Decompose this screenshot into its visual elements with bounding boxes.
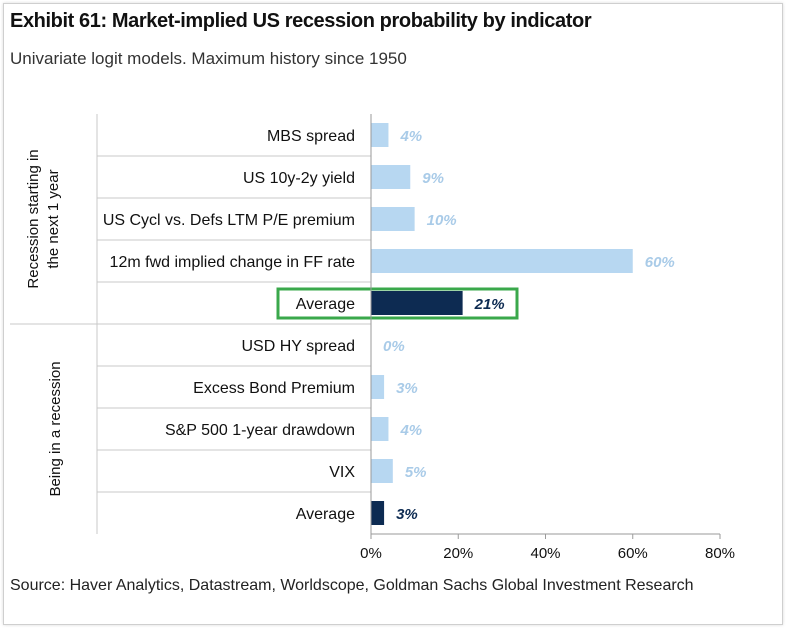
category-label: S&P 500 1-year drawdown xyxy=(165,422,355,439)
category-label: 12m fwd implied change in FF rate xyxy=(110,254,356,271)
chart-title: Exhibit 61: Market-implied US recession … xyxy=(10,10,592,32)
group-label: the next 1 year xyxy=(45,169,62,268)
group-label: Being in a recession xyxy=(47,361,64,496)
x-tick-label: 20% xyxy=(443,545,473,562)
x-tick-label: 60% xyxy=(618,545,648,562)
highlight-box xyxy=(276,287,519,320)
bar xyxy=(371,249,633,273)
bar xyxy=(371,207,415,231)
value-label: 10% xyxy=(427,212,457,229)
average-bar xyxy=(371,501,385,525)
value-label: 5% xyxy=(405,464,427,481)
category-label: Average xyxy=(296,506,355,523)
value-label: 9% xyxy=(422,170,444,187)
x-tick-label: 40% xyxy=(530,545,560,562)
value-label: 4% xyxy=(399,422,422,439)
bar xyxy=(371,417,389,441)
bar xyxy=(371,375,385,399)
value-label: 0% xyxy=(383,338,405,355)
average-bar xyxy=(371,291,463,315)
category-label: Excess Bond Premium xyxy=(193,380,355,397)
value-label: 3% xyxy=(396,380,418,397)
value-label: 4% xyxy=(399,128,422,145)
x-tick-label: 0% xyxy=(360,545,382,562)
category-label: Average xyxy=(296,296,355,313)
bar xyxy=(371,459,393,483)
category-label: US 10y-2y yield xyxy=(243,170,355,187)
x-tick-label: 80% xyxy=(705,545,735,562)
group-label: Recession starting in xyxy=(25,149,42,288)
category-label: US Cycl vs. Defs LTM P/E premium xyxy=(103,212,355,229)
category-label: USD HY spread xyxy=(241,338,355,355)
bar xyxy=(371,123,389,147)
bar xyxy=(371,165,411,189)
value-label: 21% xyxy=(474,296,505,313)
value-label: 60% xyxy=(645,254,675,271)
value-label: 3% xyxy=(396,506,418,523)
category-label: VIX xyxy=(329,464,355,481)
source-note: Source: Haver Analytics, Datastream, Wor… xyxy=(10,577,694,594)
category-label: MBS spread xyxy=(267,128,355,145)
chart-subtitle: Univariate logit models. Maximum history… xyxy=(10,49,407,68)
